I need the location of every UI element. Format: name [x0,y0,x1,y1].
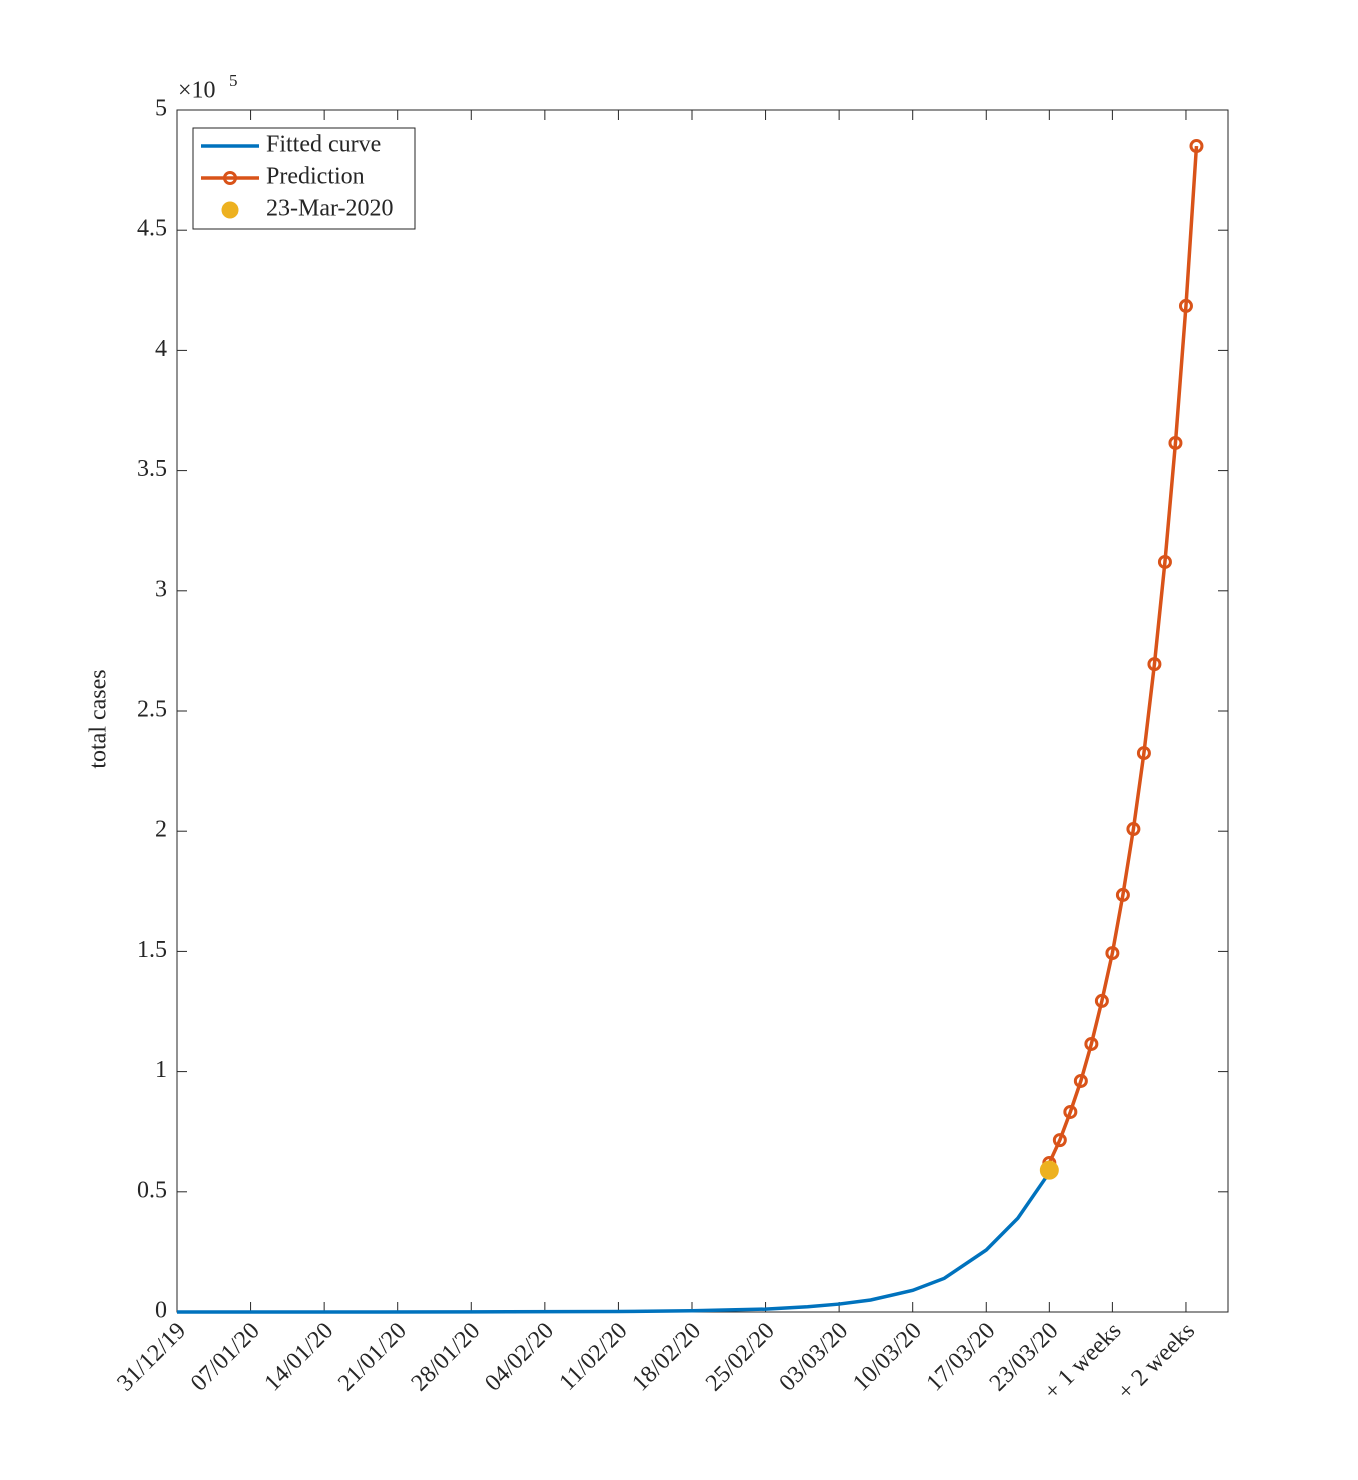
x-tick-label: 25/02/20 [701,1318,780,1397]
marker [1178,298,1193,313]
y-axis-label: total cases [86,669,112,768]
scatter-point [1039,1160,1059,1180]
legend-marker [223,171,237,185]
x-tick-label: 17/03/20 [922,1318,1001,1397]
marker [1084,1036,1099,1051]
marker [1063,1104,1078,1119]
y-tick-label: 1 [155,1057,167,1083]
marker [1073,1073,1088,1088]
y-tick-label: 3.5 [137,456,167,482]
legend-label: Prediction [266,164,365,190]
series-line [176,1171,1051,1314]
y-scale-exponent: 5 [229,71,238,90]
marker [1094,993,1109,1008]
x-tick-label: 28/01/20 [407,1318,486,1397]
marker [1105,946,1120,961]
marker [1126,822,1141,837]
legend-label: Fitted curve [266,132,381,158]
x-tick-label: 10/03/20 [848,1318,927,1397]
marker [1157,554,1172,569]
series-line [1047,145,1199,1164]
y-tick-label: 4.5 [137,216,167,242]
y-tick-label: 4 [155,336,167,362]
legend-marker [221,201,239,219]
marker [1136,746,1151,761]
y-tick-label: 1.5 [137,937,167,963]
x-tick-label: 14/01/20 [260,1318,339,1397]
x-tick-label: 31/12/19 [112,1318,191,1397]
marker [1052,1133,1067,1148]
marker [1147,657,1162,672]
marker [1168,435,1183,450]
x-tick-label: 04/02/20 [480,1318,559,1397]
y-tick-label: 2.5 [137,697,167,723]
x-tick-label: 03/03/20 [775,1318,854,1397]
y-scale-label: ×10 [178,78,216,104]
y-tick-label: 2 [155,817,167,843]
marker [1189,139,1204,154]
marker [1115,887,1130,902]
x-tick-label: 18/02/20 [627,1318,706,1397]
x-tick-label: 07/01/20 [186,1318,265,1397]
y-tick-label: 3 [155,576,167,602]
plot-area [176,109,1229,1313]
x-tick-label: 11/02/20 [554,1318,632,1396]
y-tick-label: 5 [155,96,167,122]
x-tick-label: 21/01/20 [333,1318,412,1397]
y-tick-label: 0.5 [137,1177,167,1203]
legend-label: 23-Mar-2020 [266,196,394,222]
y-tick-label: 0 [155,1298,167,1324]
x-tick-label: + 2 weeks [1113,1318,1200,1405]
